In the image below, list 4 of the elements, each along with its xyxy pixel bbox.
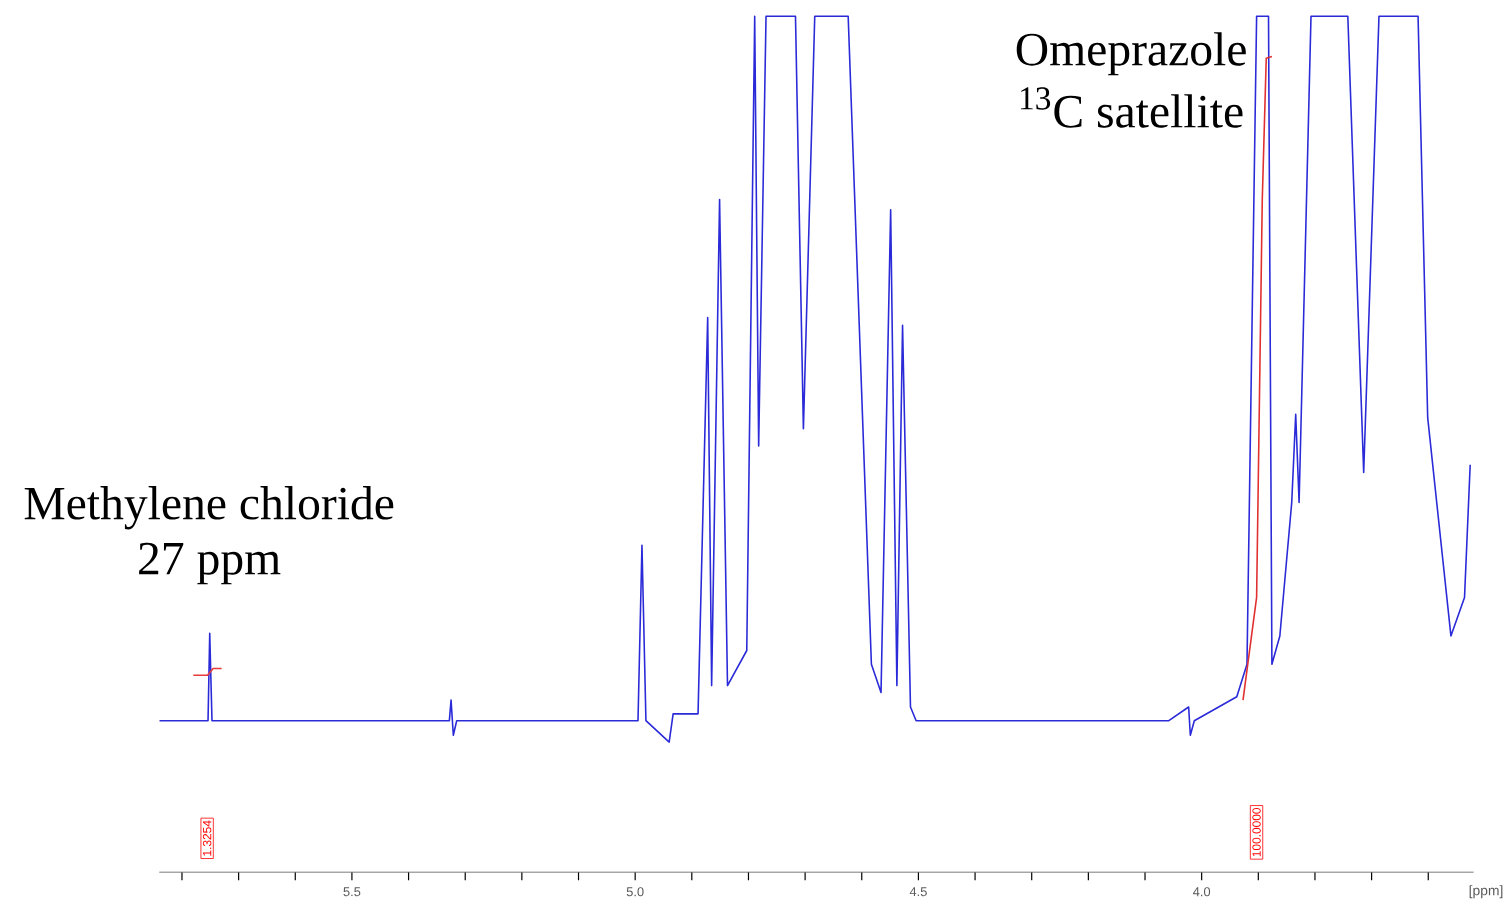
annotation: 27 ppm xyxy=(139,542,281,585)
annotation: Omeprazole xyxy=(1016,32,1246,76)
annotation: $^{13}$C satellite xyxy=(1020,87,1243,128)
annotation: Methylene chloride xyxy=(24,486,394,530)
